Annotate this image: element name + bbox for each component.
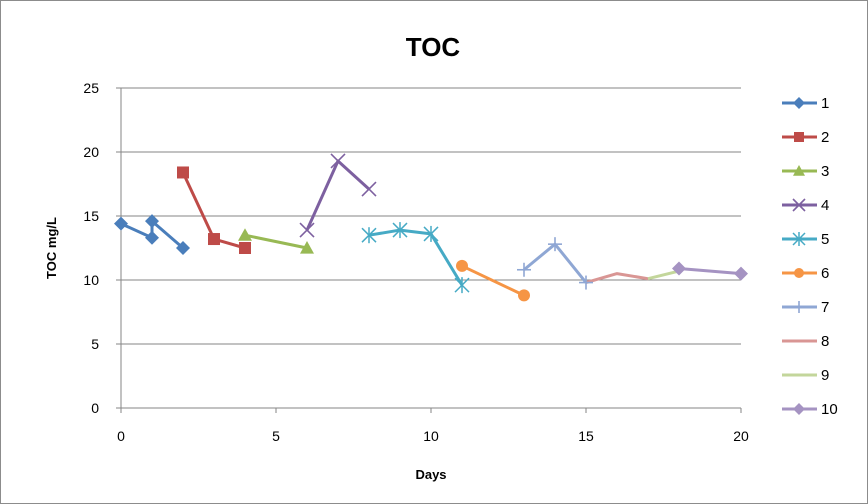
y-tick-label: 5 xyxy=(91,336,99,352)
data-point xyxy=(145,230,159,245)
axes xyxy=(116,87,742,413)
x-tick-label: 0 xyxy=(117,428,125,444)
series-line-5 xyxy=(368,228,464,286)
data-point xyxy=(330,153,346,169)
data-point xyxy=(300,241,314,254)
chart-title: TOC xyxy=(406,32,461,62)
legend-label-10: 10 xyxy=(821,401,838,418)
data-point xyxy=(114,216,128,231)
x-tick-label: 5 xyxy=(272,428,280,444)
series-line-6 xyxy=(461,264,525,297)
data-point xyxy=(176,241,190,255)
data-point xyxy=(794,268,804,278)
data-point xyxy=(177,166,189,179)
series-markers xyxy=(114,153,748,302)
data-point xyxy=(793,301,805,313)
tick-labels: 0 5 10 15 20 25 0 5 10 15 20 xyxy=(83,80,749,444)
series-line-1 xyxy=(120,219,184,250)
data-point xyxy=(361,181,377,197)
data-point xyxy=(392,222,408,239)
legend-label-4: 4 xyxy=(821,197,829,214)
x-tick-label: 20 xyxy=(733,428,749,444)
y-axis-label: TOC mg/L xyxy=(44,217,59,279)
legend-label-6: 6 xyxy=(821,265,829,282)
y-tick-label: 20 xyxy=(83,144,99,160)
data-point xyxy=(456,259,468,272)
gridlines xyxy=(121,87,741,345)
x-tick-label: 10 xyxy=(423,428,439,444)
data-point xyxy=(517,262,531,277)
data-point xyxy=(454,277,470,294)
series-line-4 xyxy=(305,159,371,231)
data-point xyxy=(793,165,805,176)
data-point xyxy=(672,261,686,276)
x-tick-label: 15 xyxy=(578,428,594,444)
data-point xyxy=(792,198,806,212)
data-point xyxy=(793,403,805,415)
data-point xyxy=(518,289,530,302)
series-line-10 xyxy=(678,266,742,276)
data-point xyxy=(299,222,315,238)
legend-label-2: 2 xyxy=(821,129,829,146)
legend-label-7: 7 xyxy=(821,299,829,316)
series-line-9 xyxy=(647,269,680,281)
y-tick-label: 25 xyxy=(83,80,99,96)
y-tick-label: 10 xyxy=(83,272,99,288)
legend-label-3: 3 xyxy=(821,163,829,180)
y-tick-label: 0 xyxy=(91,400,99,416)
data-point xyxy=(238,228,252,241)
series-line-3 xyxy=(244,233,308,250)
data-point xyxy=(361,227,377,244)
data-point xyxy=(208,233,220,246)
legend-label-1: 1 xyxy=(821,95,829,112)
legend-label-9: 9 xyxy=(821,367,829,384)
legend-label-8: 8 xyxy=(821,333,829,350)
series-line-8 xyxy=(585,272,649,285)
legend: 1 2 3 4 5 6 7 8 9 10 xyxy=(782,95,838,418)
legend-label-5: 5 xyxy=(821,231,829,248)
data-point xyxy=(792,232,806,246)
y-tick-label: 15 xyxy=(83,208,99,224)
x-axis-label: Days xyxy=(415,467,446,482)
data-point xyxy=(579,275,593,290)
data-point xyxy=(794,132,804,142)
data-point xyxy=(239,242,251,254)
data-point xyxy=(793,97,805,109)
data-point xyxy=(548,237,562,252)
data-point xyxy=(734,266,748,281)
data-point xyxy=(145,214,159,229)
data-point xyxy=(423,225,439,242)
